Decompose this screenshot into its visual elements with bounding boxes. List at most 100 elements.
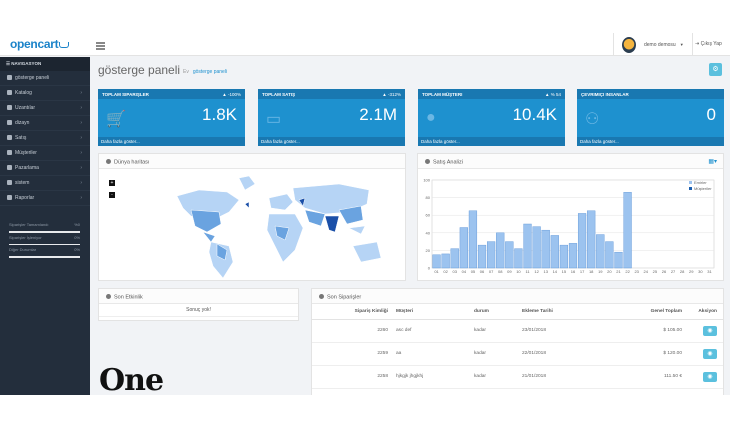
chart-bar[interactable]: [623, 192, 632, 269]
chart-bar[interactable]: [614, 251, 623, 269]
column-header[interactable]: Aksiyon: [686, 304, 723, 320]
x-tick-label: 20: [607, 269, 612, 274]
map-region[interactable]: [216, 243, 228, 261]
x-tick-label: 27: [671, 269, 676, 274]
sidebar-item-label: Pazarlama: [15, 165, 39, 171]
chart-bar[interactable]: [459, 227, 468, 269]
recent-orders-title: Son Siparişler: [327, 294, 362, 301]
dashboard-icon: [7, 75, 12, 80]
y-tick-label: 60: [426, 213, 431, 218]
gear-icon: ⚙: [712, 66, 719, 73]
map-region[interactable]: [304, 209, 326, 227]
map-region[interactable]: [202, 231, 216, 243]
sidebar-item[interactable]: Katalog ›: [0, 86, 90, 101]
order-status: kadar: [474, 319, 522, 343]
cart-icon: [319, 294, 324, 299]
x-tick-label: 26: [662, 269, 667, 274]
sidebar-item[interactable]: Raporlar ›: [0, 191, 90, 206]
legend-swatch: [689, 187, 692, 190]
tile-title-text: TOPLAM SATIŞ: [262, 92, 296, 97]
chart-bar[interactable]: [605, 241, 614, 269]
x-tick-label: 10: [516, 269, 521, 274]
stat-progress-fill: [9, 256, 80, 258]
y-tick-label: 0: [428, 266, 431, 271]
sidebar-item[interactable]: Uzantılar ›: [0, 101, 90, 116]
map-region[interactable]: [274, 225, 290, 241]
chart-bar[interactable]: [532, 226, 541, 269]
user-menu[interactable]: demo demosu ▼: [613, 33, 693, 56]
tile-more-link[interactable]: Daha fazla göster...: [98, 137, 245, 146]
chart-bar[interactable]: [559, 244, 569, 269]
summary-tile: TOPLAM SIPARIŞLER ▲ -100% 🛒 1.8K Daha fazla …: [98, 89, 245, 146]
tile-more-link[interactable]: Daha fazla göster...: [258, 137, 405, 146]
sidebar-item[interactable]: gösterge paneli: [0, 71, 90, 86]
menu-toggle-icon[interactable]: [96, 42, 105, 51]
map-region[interactable]: [244, 201, 250, 209]
world-map-panel: Dünya haritası + -: [98, 153, 406, 281]
y-tick-label: 100: [423, 178, 430, 183]
chart-bar[interactable]: [432, 254, 441, 269]
world-map[interactable]: [99, 170, 407, 282]
stat-progress-bar: [9, 243, 80, 245]
breadcrumb: Ev gösterge paneli: [183, 69, 227, 75]
chart-bar[interactable]: [441, 253, 450, 269]
map-region[interactable]: [238, 175, 256, 191]
chart-bar[interactable]: [514, 248, 523, 269]
chart-bar[interactable]: [487, 241, 496, 269]
logout-label: Çıkış Yap: [700, 41, 722, 47]
view-order-button[interactable]: ◉: [703, 348, 717, 359]
view-order-button[interactable]: ◉: [703, 325, 717, 336]
chart-bar[interactable]: [541, 229, 550, 269]
tile-value: 10.4K: [512, 105, 557, 124]
sidebar-item[interactable]: Müşteriler ›: [0, 146, 90, 161]
chart-bar[interactable]: [496, 232, 505, 269]
map-zoom-in-button[interactable]: +: [109, 180, 115, 186]
chart-bar[interactable]: [468, 210, 478, 269]
opencart-logo[interactable]: opencart: [10, 37, 70, 51]
sidebar-item[interactable]: Pazarlama ›: [0, 161, 90, 176]
chart-bar[interactable]: [577, 213, 587, 269]
map-region[interactable]: [338, 205, 364, 225]
logout-button[interactable]: ⇥ Çıkış Yap: [695, 41, 722, 47]
chart-bar[interactable]: [505, 241, 514, 269]
chart-bar[interactable]: [596, 234, 605, 269]
page-title: gösterge paneli: [98, 63, 181, 77]
recent-activity-header: Son Etkinlik: [99, 289, 298, 304]
column-header[interactable]: Müşteri: [396, 304, 474, 320]
order-customer: aa: [396, 342, 474, 366]
map-region[interactable]: [190, 209, 222, 233]
y-tick-label: 20: [426, 248, 431, 253]
view-order-button[interactable]: ◉: [703, 394, 717, 395]
chart-bar[interactable]: [523, 223, 532, 269]
map-region[interactable]: [352, 241, 382, 263]
column-header[interactable]: durum: [474, 304, 522, 320]
column-header[interactable]: Sipariş Kimliği: [312, 304, 396, 320]
x-tick-label: 04: [462, 269, 467, 274]
bar-chart-icon: [7, 195, 12, 200]
map-zoom-out-button[interactable]: -: [109, 192, 115, 198]
map-region[interactable]: [324, 215, 340, 233]
breadcrumb-home[interactable]: Ev: [183, 69, 189, 75]
view-order-button[interactable]: ◉: [703, 371, 717, 382]
map-region[interactable]: [298, 197, 306, 207]
chart-bar[interactable]: [450, 248, 459, 269]
tile-more-link[interactable]: Daha fazla göster...: [577, 137, 724, 146]
calendar-icon[interactable]: ▦▾: [708, 159, 717, 165]
map-region[interactable]: [268, 193, 294, 211]
tile-more-link[interactable]: Daha fazla göster...: [418, 137, 565, 146]
map-region[interactable]: [348, 225, 366, 235]
chart-bar[interactable]: [477, 244, 487, 269]
settings-button[interactable]: ⚙: [709, 63, 722, 76]
sidebar-item[interactable]: sistem ›: [0, 176, 90, 191]
chart-bar[interactable]: [550, 235, 559, 269]
puzzle-icon: [7, 105, 12, 110]
breadcrumb-current[interactable]: gösterge paneli: [192, 69, 228, 75]
sidebar-item[interactable]: dizayn ›: [0, 116, 90, 131]
column-header[interactable]: Genel Toplam: [608, 304, 686, 320]
stat-label: Siparişler İşleniyor: [9, 234, 42, 240]
sidebar-item[interactable]: Satış ›: [0, 131, 90, 146]
chart-bar[interactable]: [568, 243, 578, 269]
chart-bar[interactable]: [587, 210, 596, 269]
column-header[interactable]: Ekleme Tarihi: [522, 304, 608, 320]
tile-title: TOPLAM MÜŞTERI ▲ % 54: [418, 89, 565, 99]
